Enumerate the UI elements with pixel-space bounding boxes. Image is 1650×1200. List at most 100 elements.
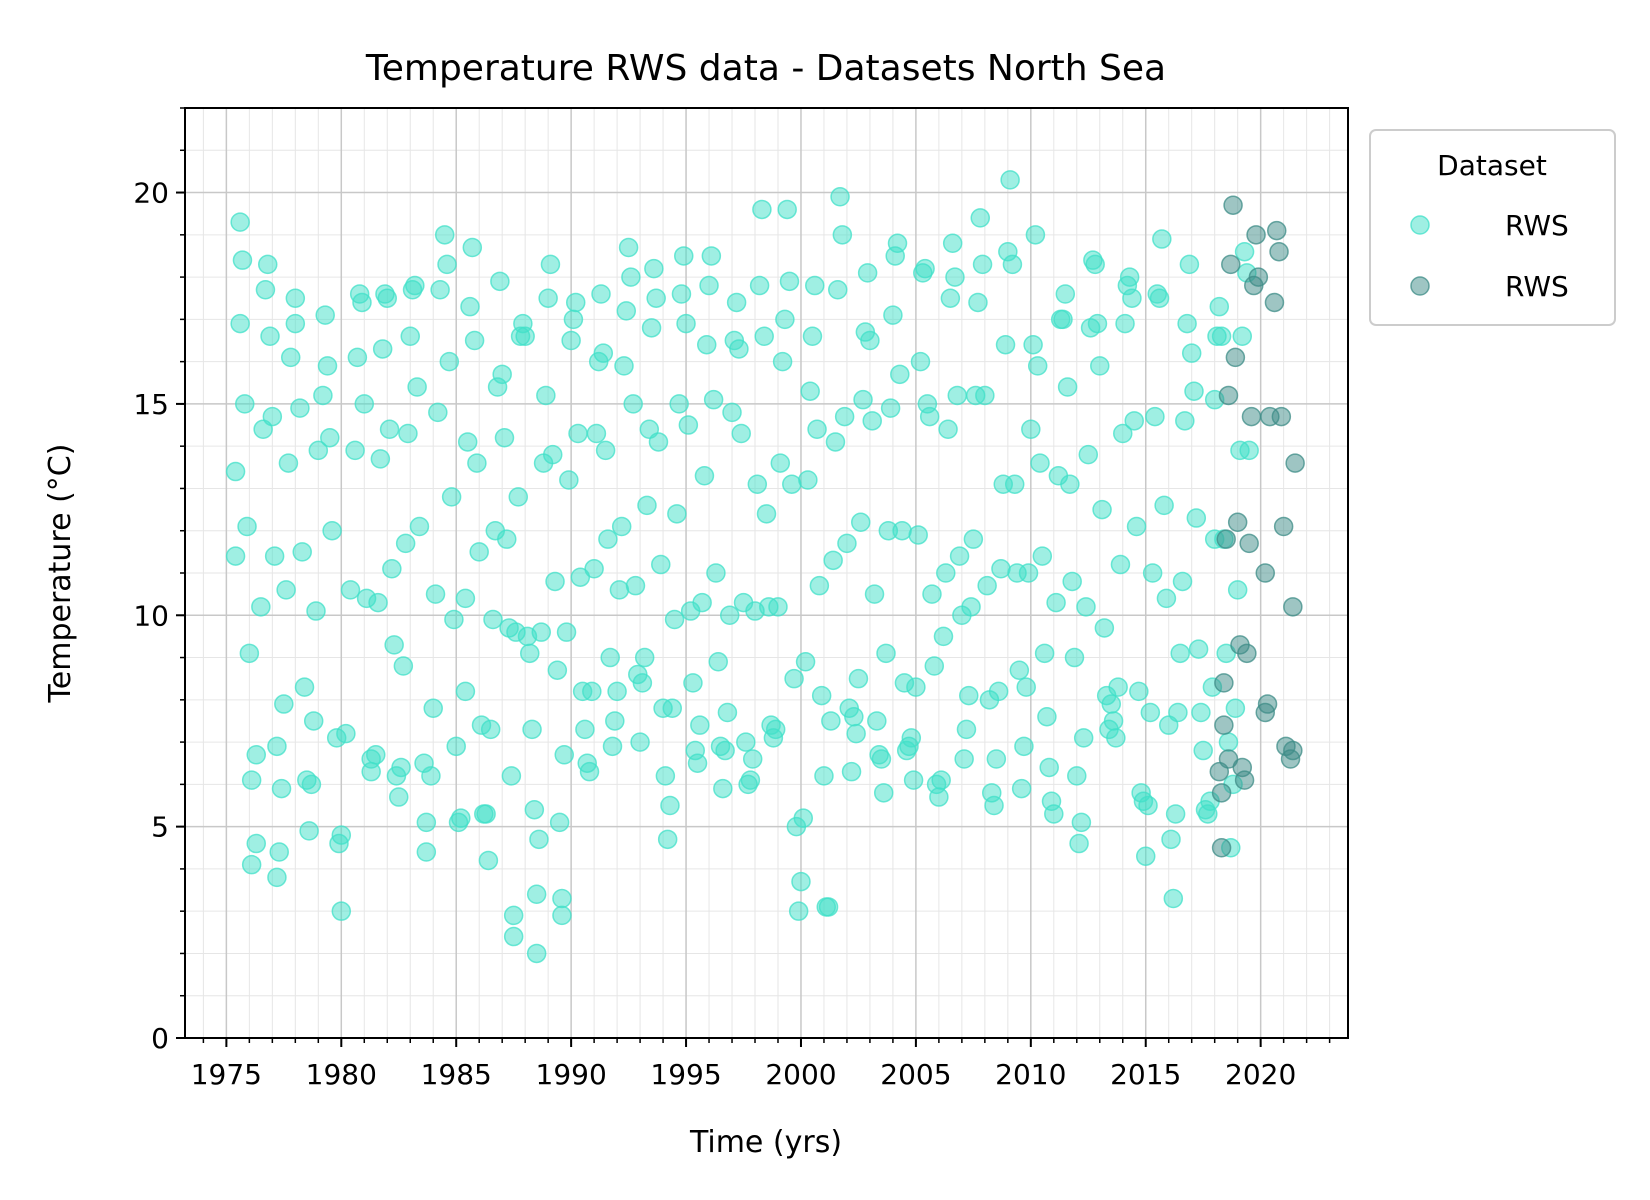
data-point xyxy=(267,867,287,888)
data-point xyxy=(1142,563,1163,583)
data-point xyxy=(1255,563,1276,583)
data-point xyxy=(1110,554,1131,575)
data-point xyxy=(1034,643,1055,664)
data-point xyxy=(315,305,335,325)
data-point xyxy=(662,698,683,719)
data-point xyxy=(354,394,375,414)
data-point xyxy=(391,757,411,778)
data-point xyxy=(1101,694,1122,714)
data-point xyxy=(931,770,951,790)
x-tick-label: 2015 xyxy=(1110,1058,1181,1091)
data-point xyxy=(726,292,747,313)
data-point xyxy=(883,305,903,325)
data-point xyxy=(255,280,276,300)
data-point xyxy=(880,398,901,418)
data-point xyxy=(278,453,299,473)
data-point xyxy=(1223,195,1243,215)
x-axis-label: Time (yrs) xyxy=(689,1125,842,1160)
data-point xyxy=(701,246,722,266)
data-point xyxy=(476,804,496,824)
data-point xyxy=(1232,326,1253,347)
data-point xyxy=(1000,170,1020,190)
data-point xyxy=(232,250,253,270)
data-point xyxy=(1073,728,1094,748)
data-point xyxy=(696,334,717,355)
data-point xyxy=(655,766,676,786)
data-point xyxy=(1172,571,1193,592)
data-point xyxy=(451,808,471,828)
data-point xyxy=(1039,757,1059,778)
data-point xyxy=(1129,681,1149,702)
data-point xyxy=(446,736,466,757)
data-point xyxy=(515,326,535,347)
data-point xyxy=(423,698,443,719)
data-point xyxy=(841,761,862,782)
data-point xyxy=(1248,267,1269,287)
data-point xyxy=(409,516,430,537)
data-point xyxy=(421,766,441,786)
data-point xyxy=(542,444,563,465)
data-points xyxy=(225,170,1305,964)
data-point xyxy=(876,643,896,664)
data-point xyxy=(749,275,770,296)
data-point xyxy=(1037,706,1057,727)
data-point xyxy=(1138,795,1158,816)
data-point xyxy=(611,516,632,537)
data-point xyxy=(646,288,666,308)
data-point xyxy=(924,656,945,676)
data-point xyxy=(972,254,993,275)
data-point xyxy=(1087,313,1108,334)
data-point xyxy=(830,187,850,207)
data-point xyxy=(225,546,246,566)
data-point xyxy=(308,440,329,461)
data-point xyxy=(637,495,657,516)
data-point xyxy=(434,225,455,245)
data-point xyxy=(986,749,1007,769)
data-point xyxy=(708,652,728,672)
data-point xyxy=(754,326,774,347)
data-point xyxy=(777,199,797,220)
data-point xyxy=(1175,411,1195,431)
data-point xyxy=(582,681,602,702)
data-point xyxy=(540,254,561,275)
data-point xyxy=(584,559,604,579)
data-point xyxy=(644,258,664,279)
data-point xyxy=(862,411,882,431)
data-point xyxy=(988,681,1009,702)
data-point xyxy=(775,309,795,330)
data-point xyxy=(676,313,696,334)
data-point xyxy=(729,339,749,359)
data-point xyxy=(1027,356,1048,376)
data-point xyxy=(940,288,961,308)
data-point xyxy=(678,415,699,435)
data-point xyxy=(963,529,984,549)
data-point xyxy=(719,605,740,626)
data-point xyxy=(260,326,280,347)
data-point xyxy=(320,427,340,448)
y-tick-label: 0 xyxy=(151,1022,169,1055)
data-point xyxy=(954,749,974,769)
data-point xyxy=(292,542,312,562)
data-point xyxy=(630,732,650,752)
data-point xyxy=(853,389,873,410)
data-point xyxy=(936,563,956,583)
data-point xyxy=(1002,254,1023,275)
data-point xyxy=(313,385,333,406)
data-point xyxy=(846,723,866,744)
data-point xyxy=(230,212,250,232)
data-point xyxy=(251,597,271,617)
x-tick-label: 1995 xyxy=(650,1058,721,1091)
data-point xyxy=(828,280,848,300)
data-point xyxy=(959,685,979,706)
data-point xyxy=(1023,334,1043,355)
data-point xyxy=(1044,804,1064,824)
data-point xyxy=(1221,254,1241,275)
series-1 xyxy=(225,170,1259,964)
data-point xyxy=(1092,499,1112,520)
data-point xyxy=(494,427,515,448)
data-point xyxy=(372,339,393,359)
data-point xyxy=(490,271,510,292)
data-point xyxy=(1271,406,1292,427)
data-point xyxy=(1283,597,1303,617)
data-point xyxy=(706,563,726,583)
